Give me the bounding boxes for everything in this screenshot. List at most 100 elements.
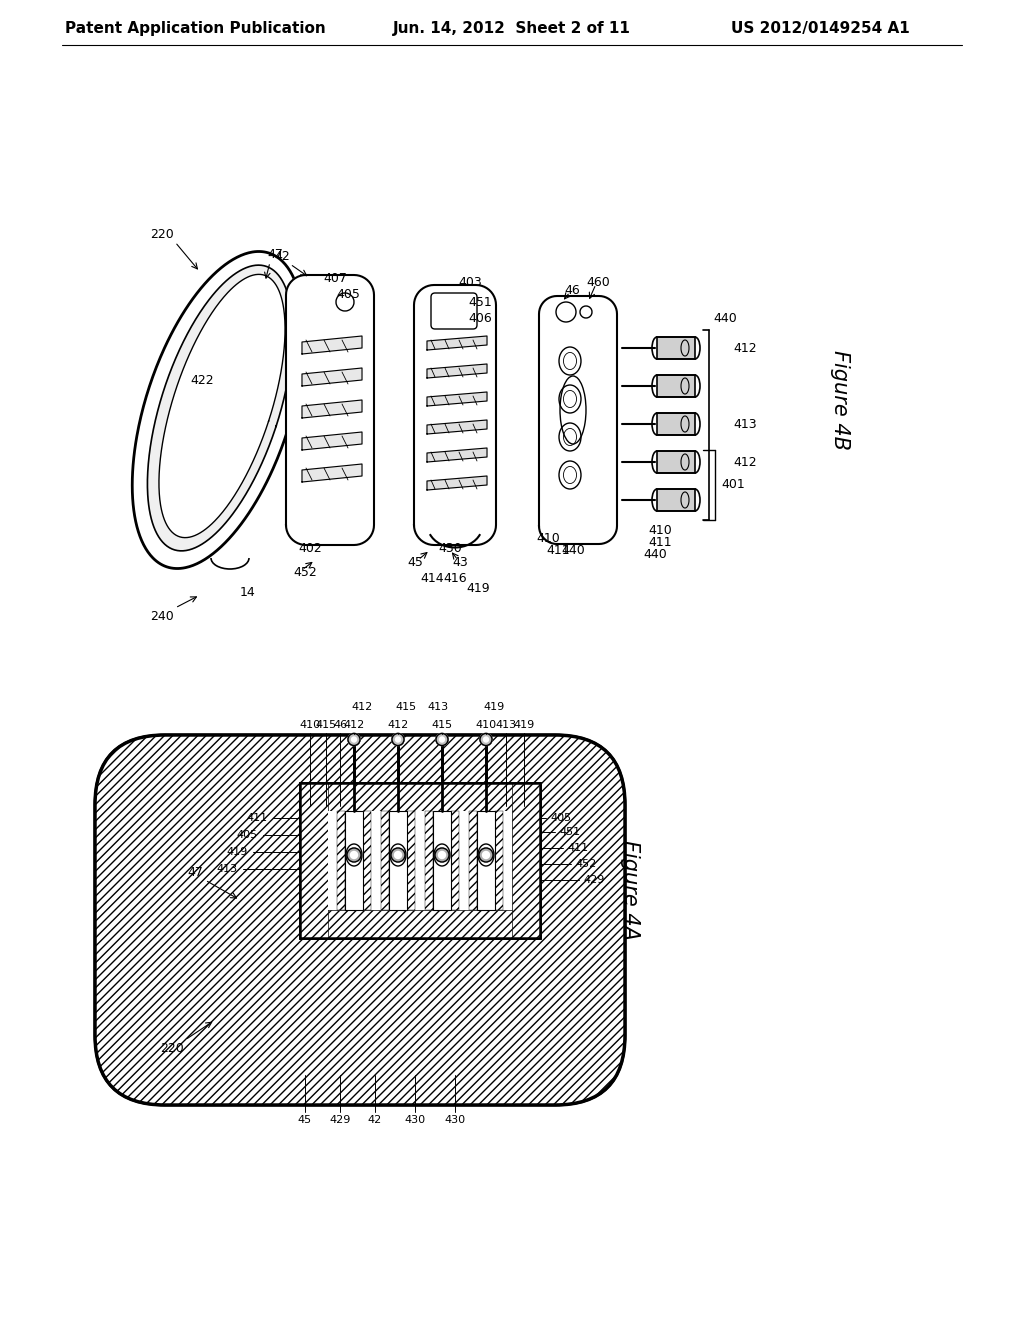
Bar bbox=[362, 810, 371, 909]
Bar bbox=[125, 766, 300, 1074]
Bar bbox=[125, 945, 595, 954]
Polygon shape bbox=[427, 447, 487, 462]
Circle shape bbox=[350, 851, 357, 858]
Text: 47: 47 bbox=[187, 866, 203, 879]
Text: Figure 4B: Figure 4B bbox=[830, 350, 850, 450]
Text: 402: 402 bbox=[298, 541, 322, 554]
Text: 220: 220 bbox=[151, 227, 174, 240]
Text: 452: 452 bbox=[293, 565, 316, 578]
Bar bbox=[657, 451, 695, 473]
Bar bbox=[425, 810, 433, 909]
Circle shape bbox=[435, 847, 449, 862]
Bar bbox=[425, 810, 433, 909]
FancyBboxPatch shape bbox=[95, 735, 625, 1105]
Bar bbox=[300, 783, 540, 810]
Text: 422: 422 bbox=[190, 374, 214, 387]
Text: 42: 42 bbox=[274, 249, 290, 263]
Text: Jun. 14, 2012  Sheet 2 of 11: Jun. 14, 2012 Sheet 2 of 11 bbox=[393, 21, 631, 36]
Text: 240: 240 bbox=[151, 610, 174, 623]
Text: 419: 419 bbox=[513, 721, 535, 730]
Bar bbox=[433, 810, 451, 909]
Text: 413: 413 bbox=[496, 721, 516, 730]
Text: 407: 407 bbox=[323, 272, 347, 285]
Text: 440: 440 bbox=[713, 312, 737, 325]
Circle shape bbox=[436, 734, 449, 746]
Circle shape bbox=[439, 737, 444, 742]
Circle shape bbox=[438, 851, 445, 858]
Polygon shape bbox=[414, 285, 496, 545]
Circle shape bbox=[483, 737, 488, 742]
Text: 43: 43 bbox=[453, 556, 468, 569]
Bar bbox=[451, 810, 459, 909]
Bar bbox=[381, 810, 389, 909]
Bar bbox=[345, 810, 362, 909]
Text: 405: 405 bbox=[550, 813, 571, 822]
Text: 411: 411 bbox=[648, 536, 672, 549]
Polygon shape bbox=[159, 275, 285, 537]
Text: 412: 412 bbox=[343, 721, 365, 730]
Polygon shape bbox=[302, 368, 362, 385]
Circle shape bbox=[394, 851, 401, 858]
Bar bbox=[495, 810, 503, 909]
Bar bbox=[657, 375, 695, 397]
Bar bbox=[300, 783, 328, 937]
Text: 42: 42 bbox=[368, 1115, 382, 1125]
Polygon shape bbox=[427, 392, 487, 407]
Bar bbox=[300, 783, 540, 937]
Circle shape bbox=[480, 734, 492, 746]
Bar bbox=[125, 884, 595, 895]
Circle shape bbox=[394, 851, 401, 858]
Text: 405: 405 bbox=[237, 830, 258, 840]
Text: Patent Application Publication: Patent Application Publication bbox=[65, 21, 326, 36]
Circle shape bbox=[392, 734, 404, 746]
Bar bbox=[125, 925, 595, 935]
Text: 413: 413 bbox=[733, 417, 757, 430]
Bar bbox=[657, 413, 695, 436]
Bar bbox=[469, 810, 477, 909]
Text: 460: 460 bbox=[586, 276, 610, 289]
Bar bbox=[328, 810, 512, 909]
Bar bbox=[389, 810, 407, 909]
FancyBboxPatch shape bbox=[95, 735, 625, 1105]
Text: 415: 415 bbox=[395, 702, 417, 713]
Circle shape bbox=[351, 737, 356, 742]
Circle shape bbox=[348, 734, 360, 746]
Text: 451: 451 bbox=[559, 828, 581, 837]
Bar bbox=[657, 488, 695, 511]
Text: 412: 412 bbox=[387, 721, 409, 730]
Bar bbox=[300, 783, 540, 937]
Circle shape bbox=[438, 851, 445, 858]
Bar bbox=[477, 810, 495, 909]
Bar bbox=[125, 1005, 595, 1015]
Bar bbox=[477, 810, 495, 909]
Text: 411: 411 bbox=[546, 544, 569, 557]
Bar bbox=[407, 810, 415, 909]
Bar bbox=[125, 1045, 595, 1055]
Text: 419: 419 bbox=[226, 847, 248, 857]
Polygon shape bbox=[302, 432, 362, 450]
Text: 406: 406 bbox=[468, 312, 492, 325]
Text: 419: 419 bbox=[483, 702, 505, 713]
Text: 430: 430 bbox=[438, 541, 462, 554]
Text: 46: 46 bbox=[564, 284, 580, 297]
Text: 414: 414 bbox=[420, 572, 443, 585]
Text: 401: 401 bbox=[721, 479, 744, 491]
Text: 413: 413 bbox=[427, 702, 449, 713]
Text: US 2012/0149254 A1: US 2012/0149254 A1 bbox=[731, 21, 909, 36]
Circle shape bbox=[348, 734, 360, 746]
Bar bbox=[300, 783, 328, 937]
Polygon shape bbox=[427, 337, 487, 350]
Bar bbox=[433, 810, 451, 909]
Circle shape bbox=[351, 737, 356, 742]
Bar bbox=[345, 810, 362, 909]
Text: 410: 410 bbox=[299, 721, 321, 730]
Bar bbox=[657, 337, 695, 359]
Circle shape bbox=[347, 847, 361, 862]
Text: 413: 413 bbox=[217, 865, 238, 874]
Bar bbox=[300, 783, 540, 937]
Text: 416: 416 bbox=[443, 572, 467, 585]
Polygon shape bbox=[302, 400, 362, 418]
Text: 45: 45 bbox=[408, 556, 423, 569]
Circle shape bbox=[391, 847, 406, 862]
Bar bbox=[407, 810, 415, 909]
